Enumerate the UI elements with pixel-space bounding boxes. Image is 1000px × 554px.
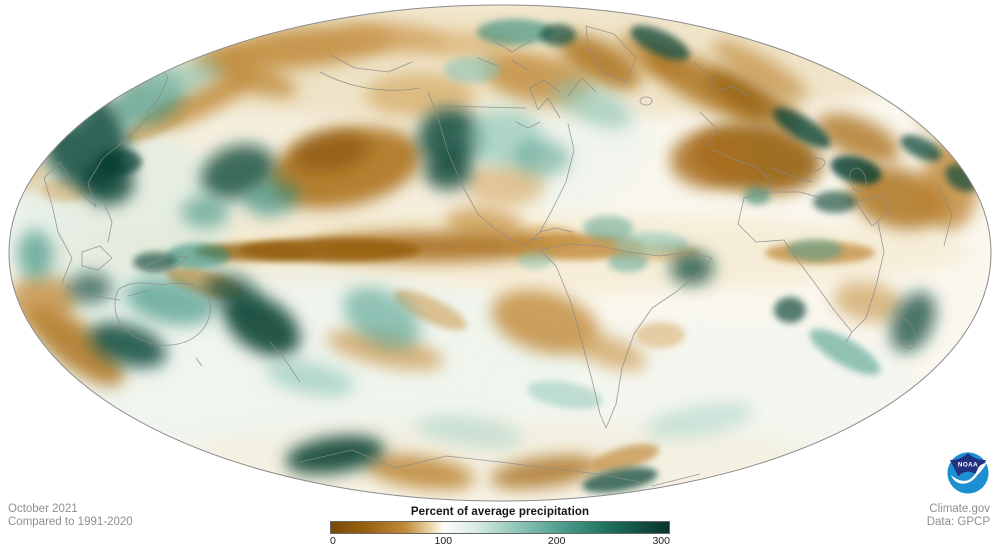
noaa-logo-shield (949, 453, 987, 477)
colorbar-tick-100: 100 (434, 535, 453, 547)
credit-site: Climate.gov (929, 503, 990, 515)
credit-data: Data: GPCP (926, 516, 990, 528)
colorbar-gradient (330, 521, 670, 534)
colorbar-ticks: 0 100 200 300 (330, 535, 670, 547)
colorbar-tick-0: 0 (330, 535, 336, 547)
noaa-logo-icon: NOAA (947, 452, 989, 494)
colorbar-title: Percent of average precipitation (410, 506, 590, 518)
date-caption: October 2021 Compared to 1991-2020 (8, 503, 133, 529)
baseline-line: Compared to 1991-2020 (8, 516, 133, 528)
colorbar-tick-300: 300 (652, 535, 670, 547)
date-line: October 2021 (8, 503, 78, 515)
colorbar: Percent of average precipitation 0 100 2… (330, 506, 670, 547)
noaa-logo-gull (951, 462, 987, 484)
colorbar-tick-200: 200 (547, 535, 566, 547)
noaa-logo-text: NOAA (958, 461, 978, 468)
credit-caption: Climate.gov Data: GPCP (927, 503, 990, 529)
